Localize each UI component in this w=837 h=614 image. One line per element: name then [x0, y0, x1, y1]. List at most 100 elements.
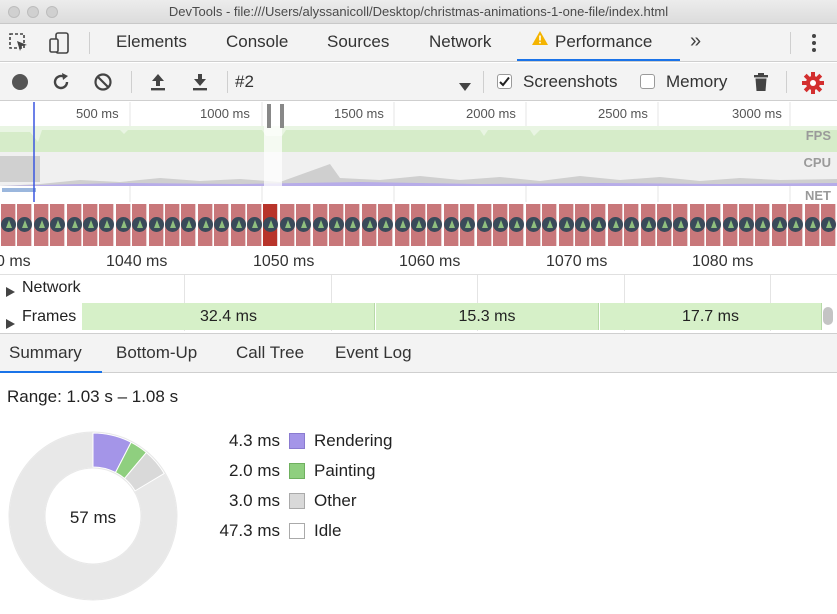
screenshot-thumbnail[interactable]	[17, 204, 33, 246]
expand-frames-icon[interactable]	[6, 311, 15, 338]
screenshot-thumbnail[interactable]	[607, 204, 623, 246]
tab-event-log[interactable]: Event Log	[335, 343, 412, 362]
screenshot-thumbnail[interactable]	[214, 204, 230, 246]
more-options-icon[interactable]	[806, 31, 822, 60]
screenshot-thumbnail[interactable]	[361, 204, 377, 246]
tab-sources[interactable]: Sources	[327, 32, 390, 51]
screenshot-thumbnail[interactable]	[394, 204, 410, 246]
timeline-overview[interactable]: 500 ms 1000 ms 1500 ms 2000 ms 2500 ms 3…	[0, 102, 837, 248]
memory-label[interactable]: Memory	[666, 72, 728, 91]
screenshot-thumbnail[interactable]	[460, 204, 476, 246]
screenshot-thumbnail[interactable]	[804, 204, 820, 246]
tab-elements[interactable]: Elements	[116, 32, 187, 51]
memory-checkbox[interactable]	[640, 74, 655, 89]
legend-label: Painting	[314, 461, 376, 480]
legend-label: Idle	[314, 521, 342, 540]
screenshot-thumbnail[interactable]	[542, 204, 558, 246]
screenshot-thumbnail[interactable]	[329, 204, 344, 246]
tree-icon	[640, 217, 656, 232]
frame-block[interactable]: 17.7 ms	[600, 303, 822, 330]
screenshot-thumbnail[interactable]	[148, 204, 164, 246]
screenshot-thumbnail[interactable]	[197, 204, 213, 246]
screenshot-thumbnail[interactable]	[165, 204, 180, 246]
screenshot-thumbnail[interactable]	[115, 204, 131, 246]
load-profile-icon[interactable]	[147, 71, 169, 93]
save-profile-icon[interactable]	[189, 71, 211, 93]
tree-icon	[197, 217, 213, 232]
tab-call-tree[interactable]: Call Tree	[236, 343, 305, 362]
screenshot-thumbnail[interactable]	[66, 204, 82, 246]
expand-network-icon[interactable]	[6, 284, 15, 302]
tree-icon	[591, 217, 607, 232]
screenshot-thumbnail[interactable]	[689, 204, 705, 246]
screenshot-thumbnail[interactable]	[558, 204, 574, 246]
screenshot-thumbnail[interactable]	[640, 204, 656, 246]
capture-settings-icon[interactable]	[801, 71, 824, 94]
summary-donut-chart: 57 ms	[8, 431, 178, 601]
legend-label: Other	[314, 491, 357, 510]
tab-summary[interactable]: Summary	[0, 334, 102, 373]
tab-console[interactable]: Console	[226, 32, 289, 51]
screenshots-label[interactable]: Screenshots	[523, 72, 618, 91]
screenshot-thumbnail[interactable]	[296, 204, 312, 246]
screenshot-thumbnail[interactable]	[263, 204, 279, 246]
screenshot-thumbnail[interactable]	[591, 204, 607, 246]
screenshot-thumbnail[interactable]	[279, 204, 295, 246]
screenshot-thumbnail[interactable]	[427, 204, 443, 246]
screenshots-checkbox[interactable]	[497, 74, 512, 89]
record-button[interactable]	[9, 71, 31, 93]
garbage-collect-icon[interactable]	[750, 71, 772, 93]
device-toolbar-icon[interactable]	[48, 31, 72, 60]
tree-icon	[132, 217, 148, 232]
inspect-element-icon[interactable]	[8, 32, 30, 59]
screenshot-thumbnail[interactable]	[230, 204, 246, 246]
tree-icon	[427, 217, 443, 232]
frame-block[interactable]: 15.3 ms	[376, 303, 599, 330]
screenshot-thumbnail[interactable]	[132, 204, 148, 246]
screenshot-thumbnail[interactable]	[575, 204, 590, 246]
tree-icon	[279, 217, 295, 232]
screenshot-thumbnail[interactable]	[788, 204, 804, 246]
network-track[interactable]: Network	[0, 276, 837, 302]
screenshot-thumbnail[interactable]	[50, 204, 66, 246]
detail-scrollbar[interactable]	[823, 307, 833, 325]
clear-icon[interactable]	[92, 71, 114, 93]
screenshot-thumbnail[interactable]	[722, 204, 738, 246]
screenshot-thumbnail[interactable]	[706, 204, 722, 246]
more-tabs-icon[interactable]: »	[690, 30, 702, 52]
screenshot-thumbnail[interactable]	[525, 204, 541, 246]
screenshot-thumbnail[interactable]	[821, 204, 836, 246]
screenshot-thumbnail[interactable]	[443, 204, 459, 246]
screenshot-thumbnail[interactable]	[493, 204, 508, 246]
screenshot-thumbnail[interactable]	[509, 204, 525, 246]
screenshot-thumbnail[interactable]	[99, 204, 115, 246]
screenshot-thumbnail[interactable]	[378, 204, 394, 246]
screenshot-thumbnail[interactable]	[247, 204, 262, 246]
profile-select[interactable]: #2	[235, 63, 475, 100]
reload-profile-icon[interactable]	[50, 71, 72, 93]
tree-icon	[788, 217, 804, 232]
close-window-button[interactable]	[8, 6, 20, 18]
tree-icon	[181, 217, 197, 232]
screenshot-thumbnail[interactable]	[624, 204, 640, 246]
screenshot-thumbnail[interactable]	[771, 204, 787, 246]
tab-network[interactable]: Network	[429, 32, 492, 51]
screenshot-thumbnail[interactable]	[312, 204, 328, 246]
tab-performance[interactable]: Performance	[517, 24, 680, 61]
screenshot-thumbnail[interactable]	[181, 204, 197, 246]
frame-block[interactable]: Frames 32.4 ms	[0, 303, 375, 330]
screenshot-thumbnail[interactable]	[1, 204, 16, 246]
screenshot-thumbnail[interactable]	[673, 204, 689, 246]
tab-bottom-up[interactable]: Bottom-Up	[116, 343, 198, 362]
screenshot-thumbnail[interactable]	[345, 204, 361, 246]
summary-range: Range: 1.03 s – 1.08 s	[7, 387, 179, 406]
screenshot-thumbnail[interactable]	[476, 204, 492, 246]
screenshot-thumbnail[interactable]	[33, 204, 49, 246]
screenshot-thumbnail[interactable]	[83, 204, 98, 246]
screenshot-thumbnail[interactable]	[657, 204, 672, 246]
minimize-window-button[interactable]	[27, 6, 39, 18]
screenshot-thumbnail[interactable]	[755, 204, 771, 246]
zoom-window-button[interactable]	[46, 6, 58, 18]
screenshot-thumbnail[interactable]	[411, 204, 426, 246]
screenshot-thumbnail[interactable]	[739, 204, 754, 246]
